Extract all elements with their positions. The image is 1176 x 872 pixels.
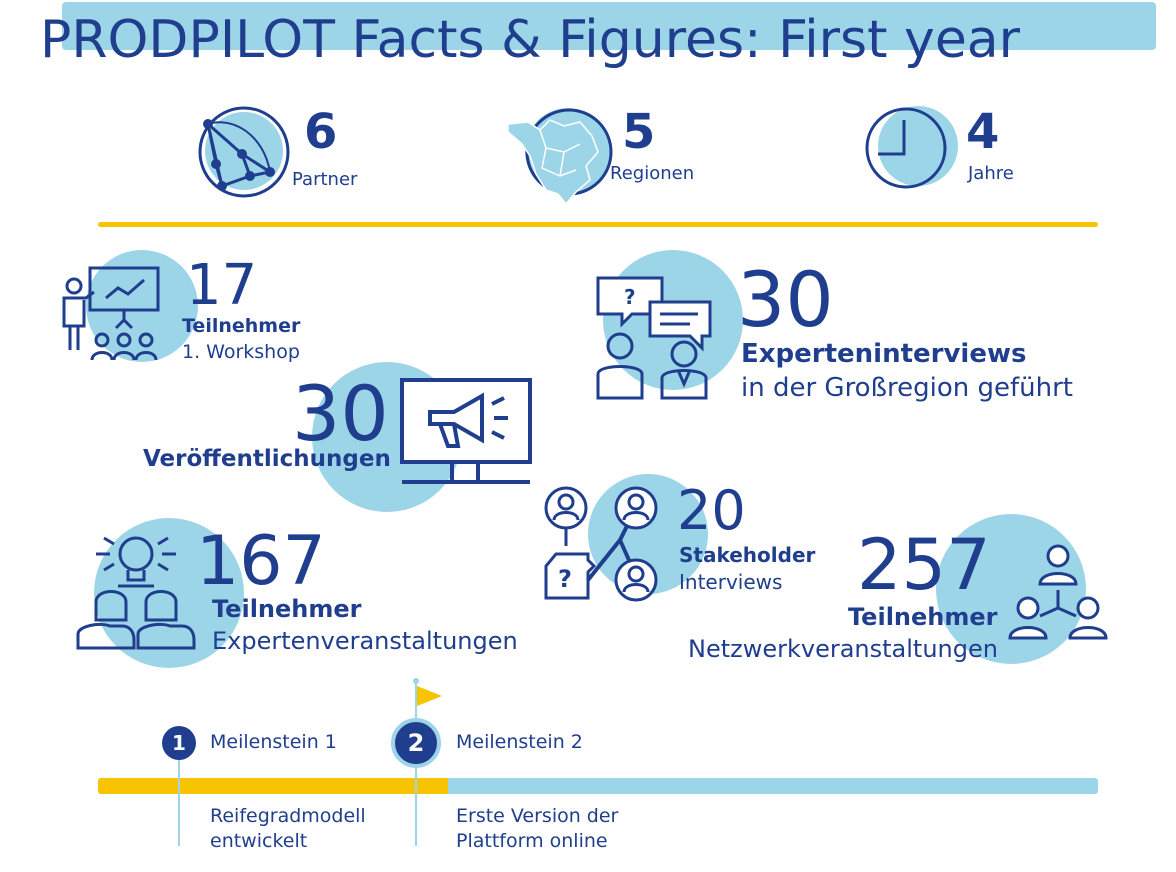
stat-expert-events-value: 167	[196, 522, 326, 601]
timeline-track	[98, 778, 1098, 794]
people-network-icon	[1008, 544, 1108, 640]
stat-partner-label: Partner	[292, 169, 358, 190]
stat-publications-value: 30	[292, 369, 389, 458]
monitor-megaphone-icon	[400, 378, 532, 484]
stat-years-label: Jahre	[968, 163, 1014, 184]
milestone-1-desc-line2: entwickelt	[210, 830, 308, 852]
stat-interviews-label: Experteninterviews	[741, 339, 1027, 369]
svg-text:?: ?	[558, 565, 572, 593]
milestone-2-badge: 2	[391, 718, 441, 768]
milestone-1-badge: 1	[162, 726, 196, 760]
stat-workshop-value: 17	[186, 253, 258, 318]
stat-expert-events-label: Teilnehmer	[212, 595, 362, 623]
stat-network-events-label: Teilnehmer	[848, 603, 998, 631]
stat-network-events-sublabel: Netzwerkveranstaltungen	[688, 635, 998, 663]
stat-stakeholder-sublabel: Interviews	[679, 570, 783, 594]
page-title: PRODPILOT Facts & Figures: First year	[40, 10, 1021, 70]
stakeholder-network-icon: ?	[544, 486, 658, 602]
milestone-2-desc-line2: Plattform online	[456, 830, 608, 852]
region-map-icon	[507, 108, 613, 206]
stat-interviews-sublabel: in der Großregion geführt	[741, 373, 1073, 403]
stat-stakeholder-label: Stakeholder	[679, 543, 816, 567]
milestone-2-desc-line1: Erste Version der	[456, 805, 619, 827]
stat-interviews-value: 30	[737, 255, 834, 344]
title-band	[62, 2, 1156, 50]
stat-expert-events-sublabel: Expertenveranstaltungen	[212, 627, 518, 655]
stat-years-value: 4	[966, 104, 1000, 160]
stat-workshop-sublabel: 1. Workshop	[182, 341, 300, 363]
lightbulb-people-icon	[76, 536, 196, 650]
milestone-1-line	[178, 742, 180, 846]
svg-text:?: ?	[624, 285, 636, 309]
timeline-progress	[98, 778, 448, 794]
stat-publications-label: Veröffentlichungen	[143, 446, 391, 472]
stat-stakeholder-value: 20	[677, 479, 746, 542]
stat-workshop-label: Teilnehmer	[182, 315, 301, 337]
flag-icon	[413, 678, 442, 706]
stat-regions-label: Regionen	[610, 163, 695, 184]
interview-chat-icon: ?	[596, 276, 712, 400]
milestone-1-label: Meilenstein 1	[210, 731, 337, 753]
network-globe-icon	[198, 106, 290, 198]
clock-icon	[865, 107, 947, 189]
yellow-divider	[98, 222, 1098, 227]
stat-partner-value: 6	[304, 104, 338, 160]
milestone-2-label: Meilenstein 2	[456, 731, 583, 753]
stat-network-events-value: 257	[857, 524, 991, 606]
presenter-audience-icon	[62, 266, 160, 361]
milestone-1-desc-line1: Reifegradmodell	[210, 805, 366, 827]
stat-regions-value: 5	[622, 104, 656, 160]
